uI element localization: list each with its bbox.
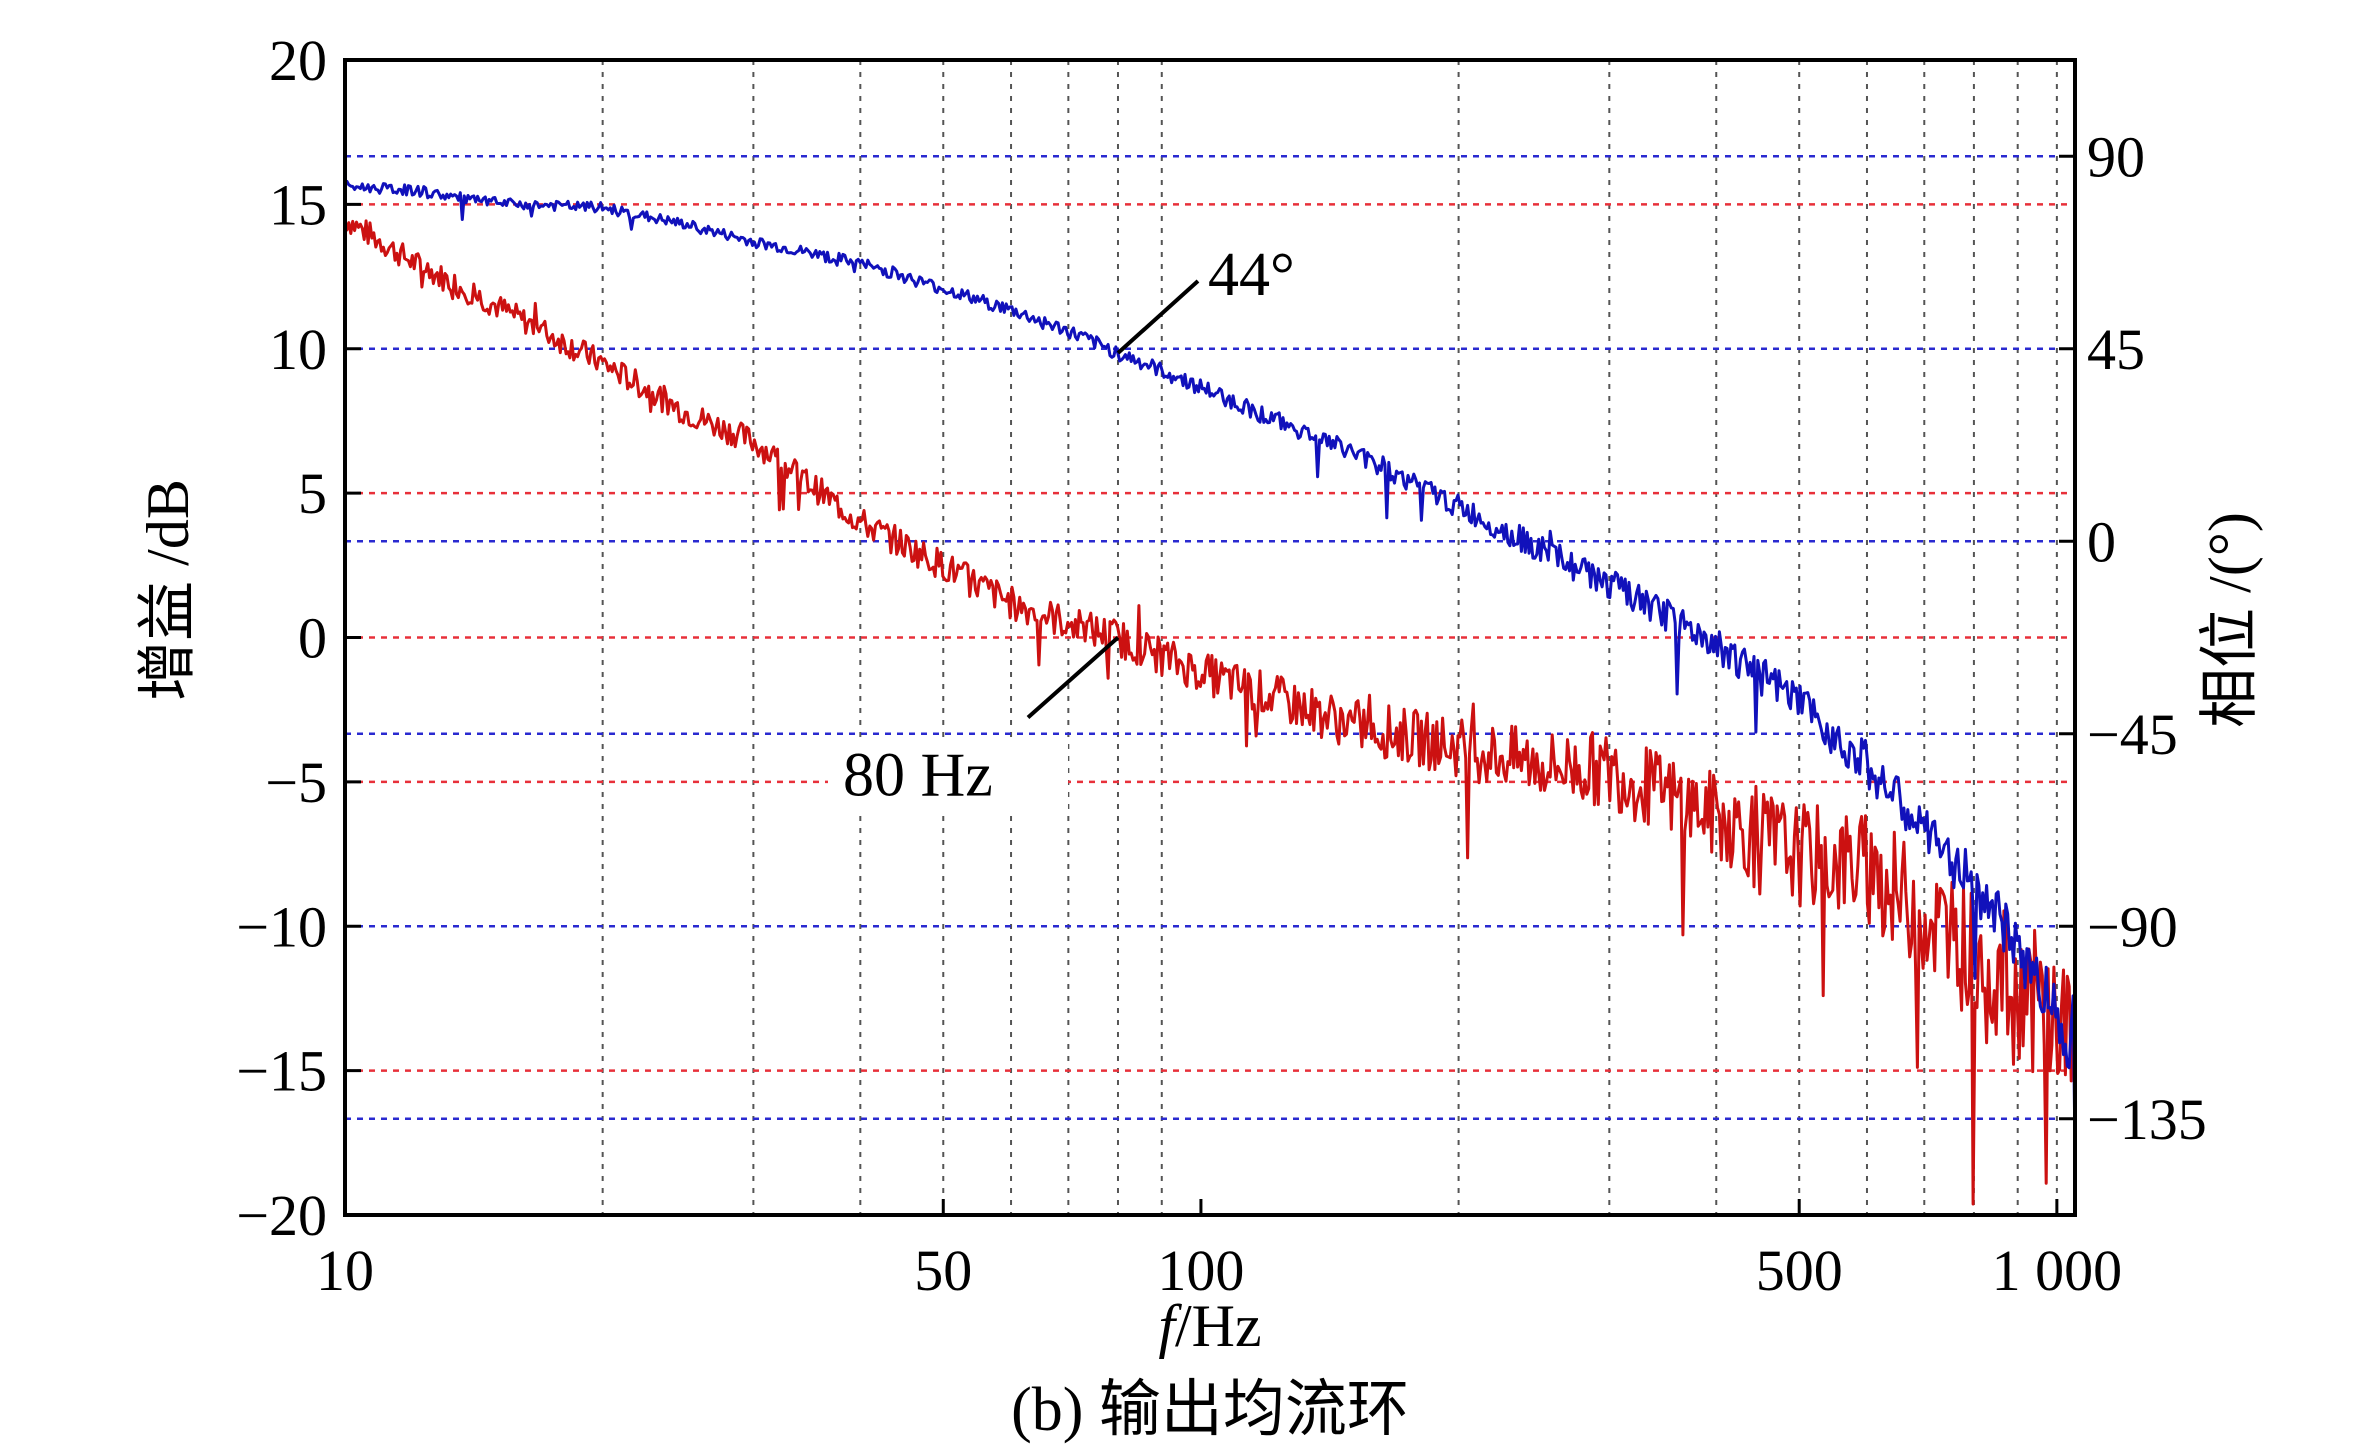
x-tick-label: 100 — [1157, 1238, 1244, 1303]
y-right-axis-title: 相位 /(°) — [2197, 512, 2263, 728]
y-left-tick-label: 20 — [269, 28, 327, 93]
y-left-tick-label: −15 — [236, 1039, 327, 1104]
tick-layer: −20 −15 −10 −5 0 5 10 15 20 −135 −90 −45 0 45 90 10 50 10… — [236, 28, 2206, 1303]
gain-annotation-background — [827, 737, 1068, 810]
series-layer — [343, 179, 2077, 1206]
y-left-tick-label: 5 — [298, 461, 327, 526]
annotation-layer: 44° 80 Hz — [827, 241, 1295, 810]
y-right-tick-label: −135 — [2087, 1087, 2207, 1152]
y-left-tick-label: −5 — [265, 750, 327, 815]
y-left-tick-label: 0 — [298, 606, 327, 671]
gain-annotation-leader — [1026, 636, 1120, 719]
figure-caption: (b) 输出均流环 — [1011, 1376, 1409, 1444]
y-left-tick-label: −10 — [236, 894, 327, 959]
y-left-axis-title: 增益 /dB — [135, 479, 201, 701]
phase-annotation-leader — [1116, 279, 1200, 355]
x-tick-label: 500 — [1756, 1238, 1843, 1303]
x-axis-title-unit: /Hz — [1175, 1293, 1262, 1359]
gain-series-line — [343, 218, 2077, 1206]
y-right-tick-label: 0 — [2087, 509, 2116, 574]
y-right-tick-label: 90 — [2087, 124, 2145, 189]
grid-layer — [345, 58, 2075, 1217]
y-left-tick-label: −20 — [236, 1183, 327, 1248]
y-right-tick-label: −45 — [2087, 702, 2178, 767]
y-right-tick-label: −90 — [2087, 894, 2178, 959]
y-left-tick-label: 15 — [269, 172, 327, 237]
x-tick-label: 50 — [914, 1238, 972, 1303]
x-axis-title: f/Hz — [1158, 1293, 1261, 1359]
y-left-tick-label: 10 — [269, 317, 327, 382]
gain-annotation-label: 80 Hz — [843, 742, 993, 810]
x-tick-label: 10 — [316, 1238, 374, 1303]
phase-annotation-label: 44° — [1208, 241, 1295, 309]
y-right-tick-label: 45 — [2087, 317, 2145, 382]
phase-series-line — [343, 179, 2077, 1151]
x-tick-label: 1 000 — [1992, 1238, 2123, 1303]
